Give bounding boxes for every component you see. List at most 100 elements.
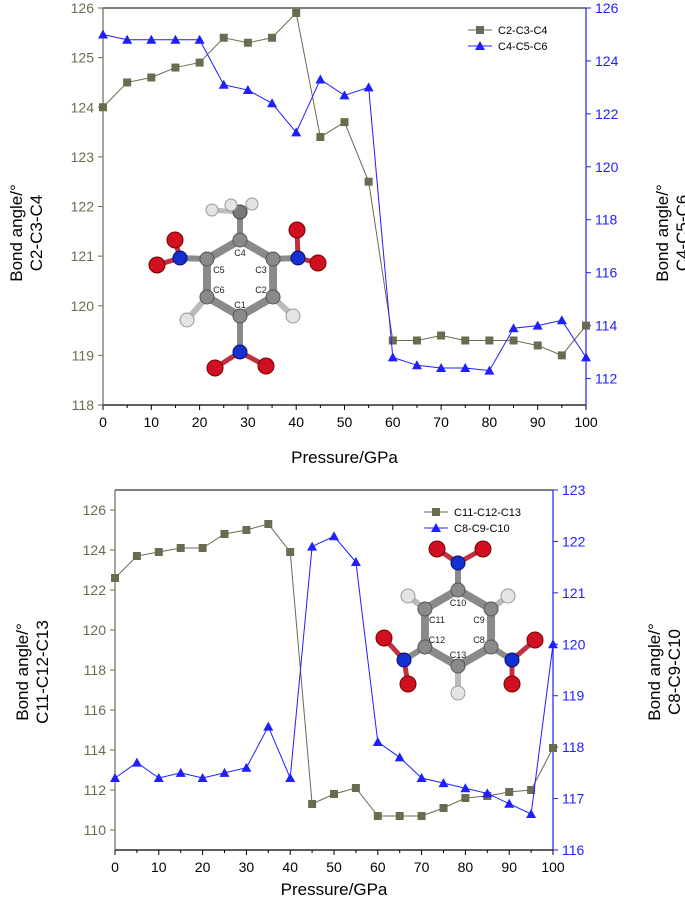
carbon-atom [417, 639, 433, 655]
data-point-square [220, 530, 229, 538]
data-point-triangle [307, 541, 318, 551]
data-point-triangle [556, 315, 567, 325]
legend-square-marker [432, 508, 440, 516]
x-tick-label: 100 [574, 414, 598, 430]
y-left-tick-label: 121 [71, 248, 95, 264]
data-point-square [533, 341, 542, 350]
x-tick-label: 60 [370, 859, 386, 875]
x-tick-label: 70 [414, 859, 430, 875]
carbon-atom [232, 232, 248, 248]
y-right-tick-label: 120 [595, 159, 619, 175]
data-point-square [351, 784, 360, 792]
y-right-axis-label: Bond angle/°C4-C5-C6 [653, 184, 685, 282]
data-point-square [286, 548, 295, 556]
legend-label: C8-C9-C10 [454, 523, 510, 535]
data-point-triangle [532, 320, 543, 330]
data-point-triangle [98, 29, 108, 39]
atom-label: C1 [234, 300, 246, 310]
carbon-atom [483, 639, 499, 655]
data-point-triangle [436, 362, 447, 372]
data-point-triangle [526, 809, 537, 818]
y-left-axis-label-line: Bond angle/° [7, 184, 26, 282]
atom-label: C13 [450, 650, 467, 660]
data-point-square [219, 33, 228, 42]
x-tick-label: 30 [240, 414, 256, 430]
x-tick-label: 40 [282, 859, 298, 875]
legend-label: C11-C12-C13 [454, 507, 521, 519]
data-point-triangle [329, 531, 339, 541]
y-right-tick-label: 116 [595, 265, 618, 281]
x-tick-label: 0 [111, 859, 119, 875]
y-left-tick-label: 118 [72, 397, 95, 413]
data-point-triangle [218, 79, 229, 89]
data-point-triangle [411, 360, 422, 370]
y-left-tick-label: 126 [83, 502, 107, 518]
atom-label: C6 [213, 285, 225, 295]
x-axis-label: Pressure/GPa [281, 880, 388, 899]
data-point-square [509, 336, 518, 345]
data-point-square [147, 73, 156, 82]
data-point-square [527, 786, 536, 794]
data-point-square [308, 800, 317, 808]
carbon-atom [417, 601, 433, 617]
x-tick-label: 60 [385, 414, 401, 430]
atom-label: C11 [429, 615, 445, 625]
data-point-triangle [394, 752, 405, 762]
nitrogen-atom [172, 250, 188, 266]
y-left-axis-label-line: C2-C3-C4 [27, 195, 46, 272]
data-point-square [439, 804, 448, 812]
y-right-tick-label: 119 [562, 688, 585, 704]
y-right-tick-label: 118 [562, 739, 585, 755]
data-point-square [268, 33, 277, 42]
data-point-triangle [153, 773, 164, 782]
y-left-tick-label: 125 [71, 50, 95, 66]
data-point-triangle [363, 82, 374, 92]
data-point-triangle [146, 34, 157, 44]
oxygen-atom [399, 675, 417, 693]
y-left-tick-label: 124 [71, 99, 95, 115]
data-point-square [485, 336, 494, 345]
data-point-triangle [339, 90, 350, 100]
data-point-square [243, 38, 252, 47]
data-point-triangle [170, 34, 181, 44]
x-tick-label: 80 [458, 859, 474, 875]
hydrogen-atom [245, 197, 259, 211]
y-left-axis-label-line: C11-C12-C13 [33, 620, 52, 724]
data-point-triangle [175, 767, 186, 777]
chart-panel-1: 0 10 20 30 40 50 60 70 80 90 100 118 119 120 121 122 123… [7, 0, 685, 467]
x-tick-label: 20 [195, 859, 211, 875]
data-point-triangle [110, 773, 120, 782]
legend-triangle-marker [431, 523, 441, 532]
oxygen-atom [526, 631, 544, 649]
y-right-axis-label-line: Bond angle/° [645, 623, 664, 721]
data-point-square [461, 794, 470, 802]
oxygen-atom [206, 359, 224, 377]
y-right-tick-label: 114 [595, 318, 618, 334]
oxygen-atom [288, 221, 306, 239]
carbon-atom [232, 308, 248, 324]
x-tick-label: 30 [239, 859, 255, 875]
y-left-tick-label: 114 [84, 742, 107, 758]
x-tick-label: 90 [501, 859, 517, 875]
carbon-atom [265, 251, 281, 267]
y-right-tick-label: 112 [595, 371, 618, 387]
atom-label: C9 [473, 615, 485, 625]
data-point-triangle [504, 798, 515, 808]
methyl-carbon-atom [232, 204, 248, 220]
y-left-tick-label: 124 [83, 542, 107, 558]
data-point-triangle [460, 783, 471, 793]
atom-label: C5 [213, 265, 225, 275]
data-point-square [582, 321, 590, 330]
atom-label: C8 [473, 635, 485, 645]
y-right-tick-label: 118 [595, 212, 618, 228]
y-left-tick-label: 123 [71, 149, 95, 165]
y-right-axis-label: Bond angle/°C8-C9-C10 [645, 623, 684, 721]
nitrogen-atom [232, 344, 248, 360]
data-point-square [195, 58, 204, 67]
data-point-triangle [267, 98, 278, 108]
legend-label: C2-C3-C4 [498, 25, 548, 37]
nitrogen-atom [396, 652, 412, 668]
molecule-1: C4 C5 C3 C6 C2 C1 [148, 197, 327, 377]
data-point-square [340, 118, 349, 127]
oxygen-atom [148, 256, 166, 274]
